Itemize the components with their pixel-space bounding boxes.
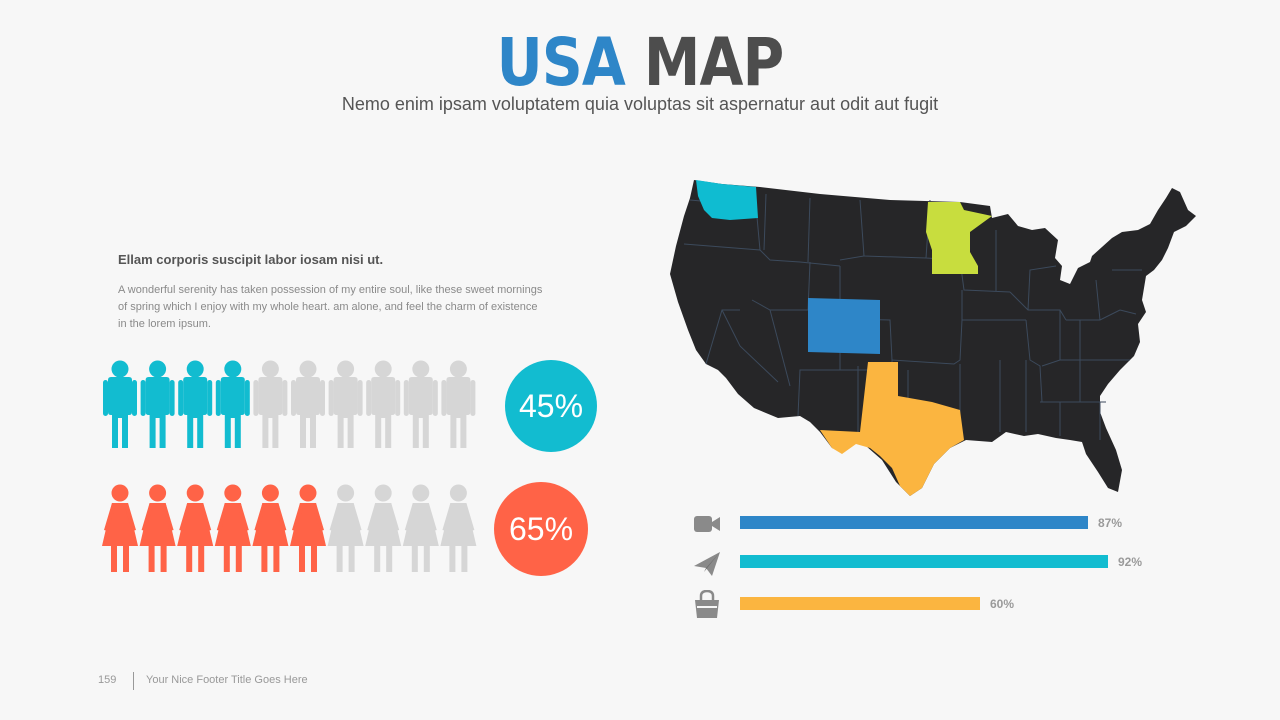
male-people-row — [100, 360, 480, 450]
title-usa: USA — [496, 24, 626, 101]
female-people-row — [100, 484, 480, 574]
male-person-icon — [215, 360, 250, 448]
male-person-icon — [291, 360, 325, 448]
male-person-icon — [441, 360, 476, 448]
state-washington — [696, 180, 758, 220]
paper-plane-icon — [694, 552, 720, 576]
male-person-icon — [328, 360, 363, 448]
send-bar-fill — [740, 555, 1108, 568]
footer-divider — [133, 672, 134, 690]
shopping-bar-fill — [740, 597, 980, 610]
state-texas — [820, 362, 964, 496]
page-subtitle: Nemo enim ipsam voluptatem quia voluptas… — [341, 94, 939, 114]
state-colorado — [808, 298, 880, 354]
female-person-icon — [139, 484, 176, 572]
video-bar-label: 87% — [1098, 516, 1123, 530]
male-person-icon — [103, 360, 137, 448]
state-minnesota — [926, 202, 992, 274]
female-person-icon — [214, 484, 251, 572]
shopping-bar-track — [740, 597, 1140, 610]
female-person-icon — [365, 484, 402, 572]
send-bar-label: 92% — [1118, 555, 1143, 569]
video-bar-fill — [740, 516, 1088, 529]
shopping-bag-icon — [695, 590, 719, 618]
female-person-icon — [177, 484, 214, 572]
footer-page-number: 159 — [98, 674, 117, 686]
male-person-icon — [403, 360, 438, 448]
female-person-icon — [402, 484, 439, 572]
video-bar-track — [740, 516, 1140, 529]
female-person-icon — [252, 484, 289, 572]
male-person-icon — [253, 360, 288, 448]
video-camera-icon — [694, 516, 720, 532]
female-percent-label: 65% — [508, 510, 574, 547]
footer-title: Your Nice Footer Title Goes Here — [146, 674, 308, 686]
send-bar-track — [740, 555, 1140, 568]
shopping-bar-label: 60% — [990, 597, 1015, 611]
female-person-icon — [440, 484, 477, 572]
male-percent-label: 45% — [518, 387, 584, 424]
female-person-icon — [290, 484, 326, 572]
usa-mainland-shape — [670, 180, 1196, 496]
female-person-icon — [327, 484, 364, 572]
male-person-icon — [140, 360, 175, 448]
female-person-icon — [102, 484, 138, 572]
male-percent-circle: 45% — [505, 360, 597, 452]
section-heading: Ellam corporis suscipit labor iosam nisi… — [118, 252, 384, 267]
female-percent-circle: 65% — [494, 482, 588, 576]
page-title: USA MAP — [90, 24, 1191, 102]
male-person-icon — [366, 360, 401, 448]
title-map: MAP — [643, 24, 784, 101]
section-body: A wonderful serenity has taken possessio… — [118, 284, 543, 330]
male-person-icon — [178, 360, 213, 448]
usa-map — [660, 170, 1200, 510]
